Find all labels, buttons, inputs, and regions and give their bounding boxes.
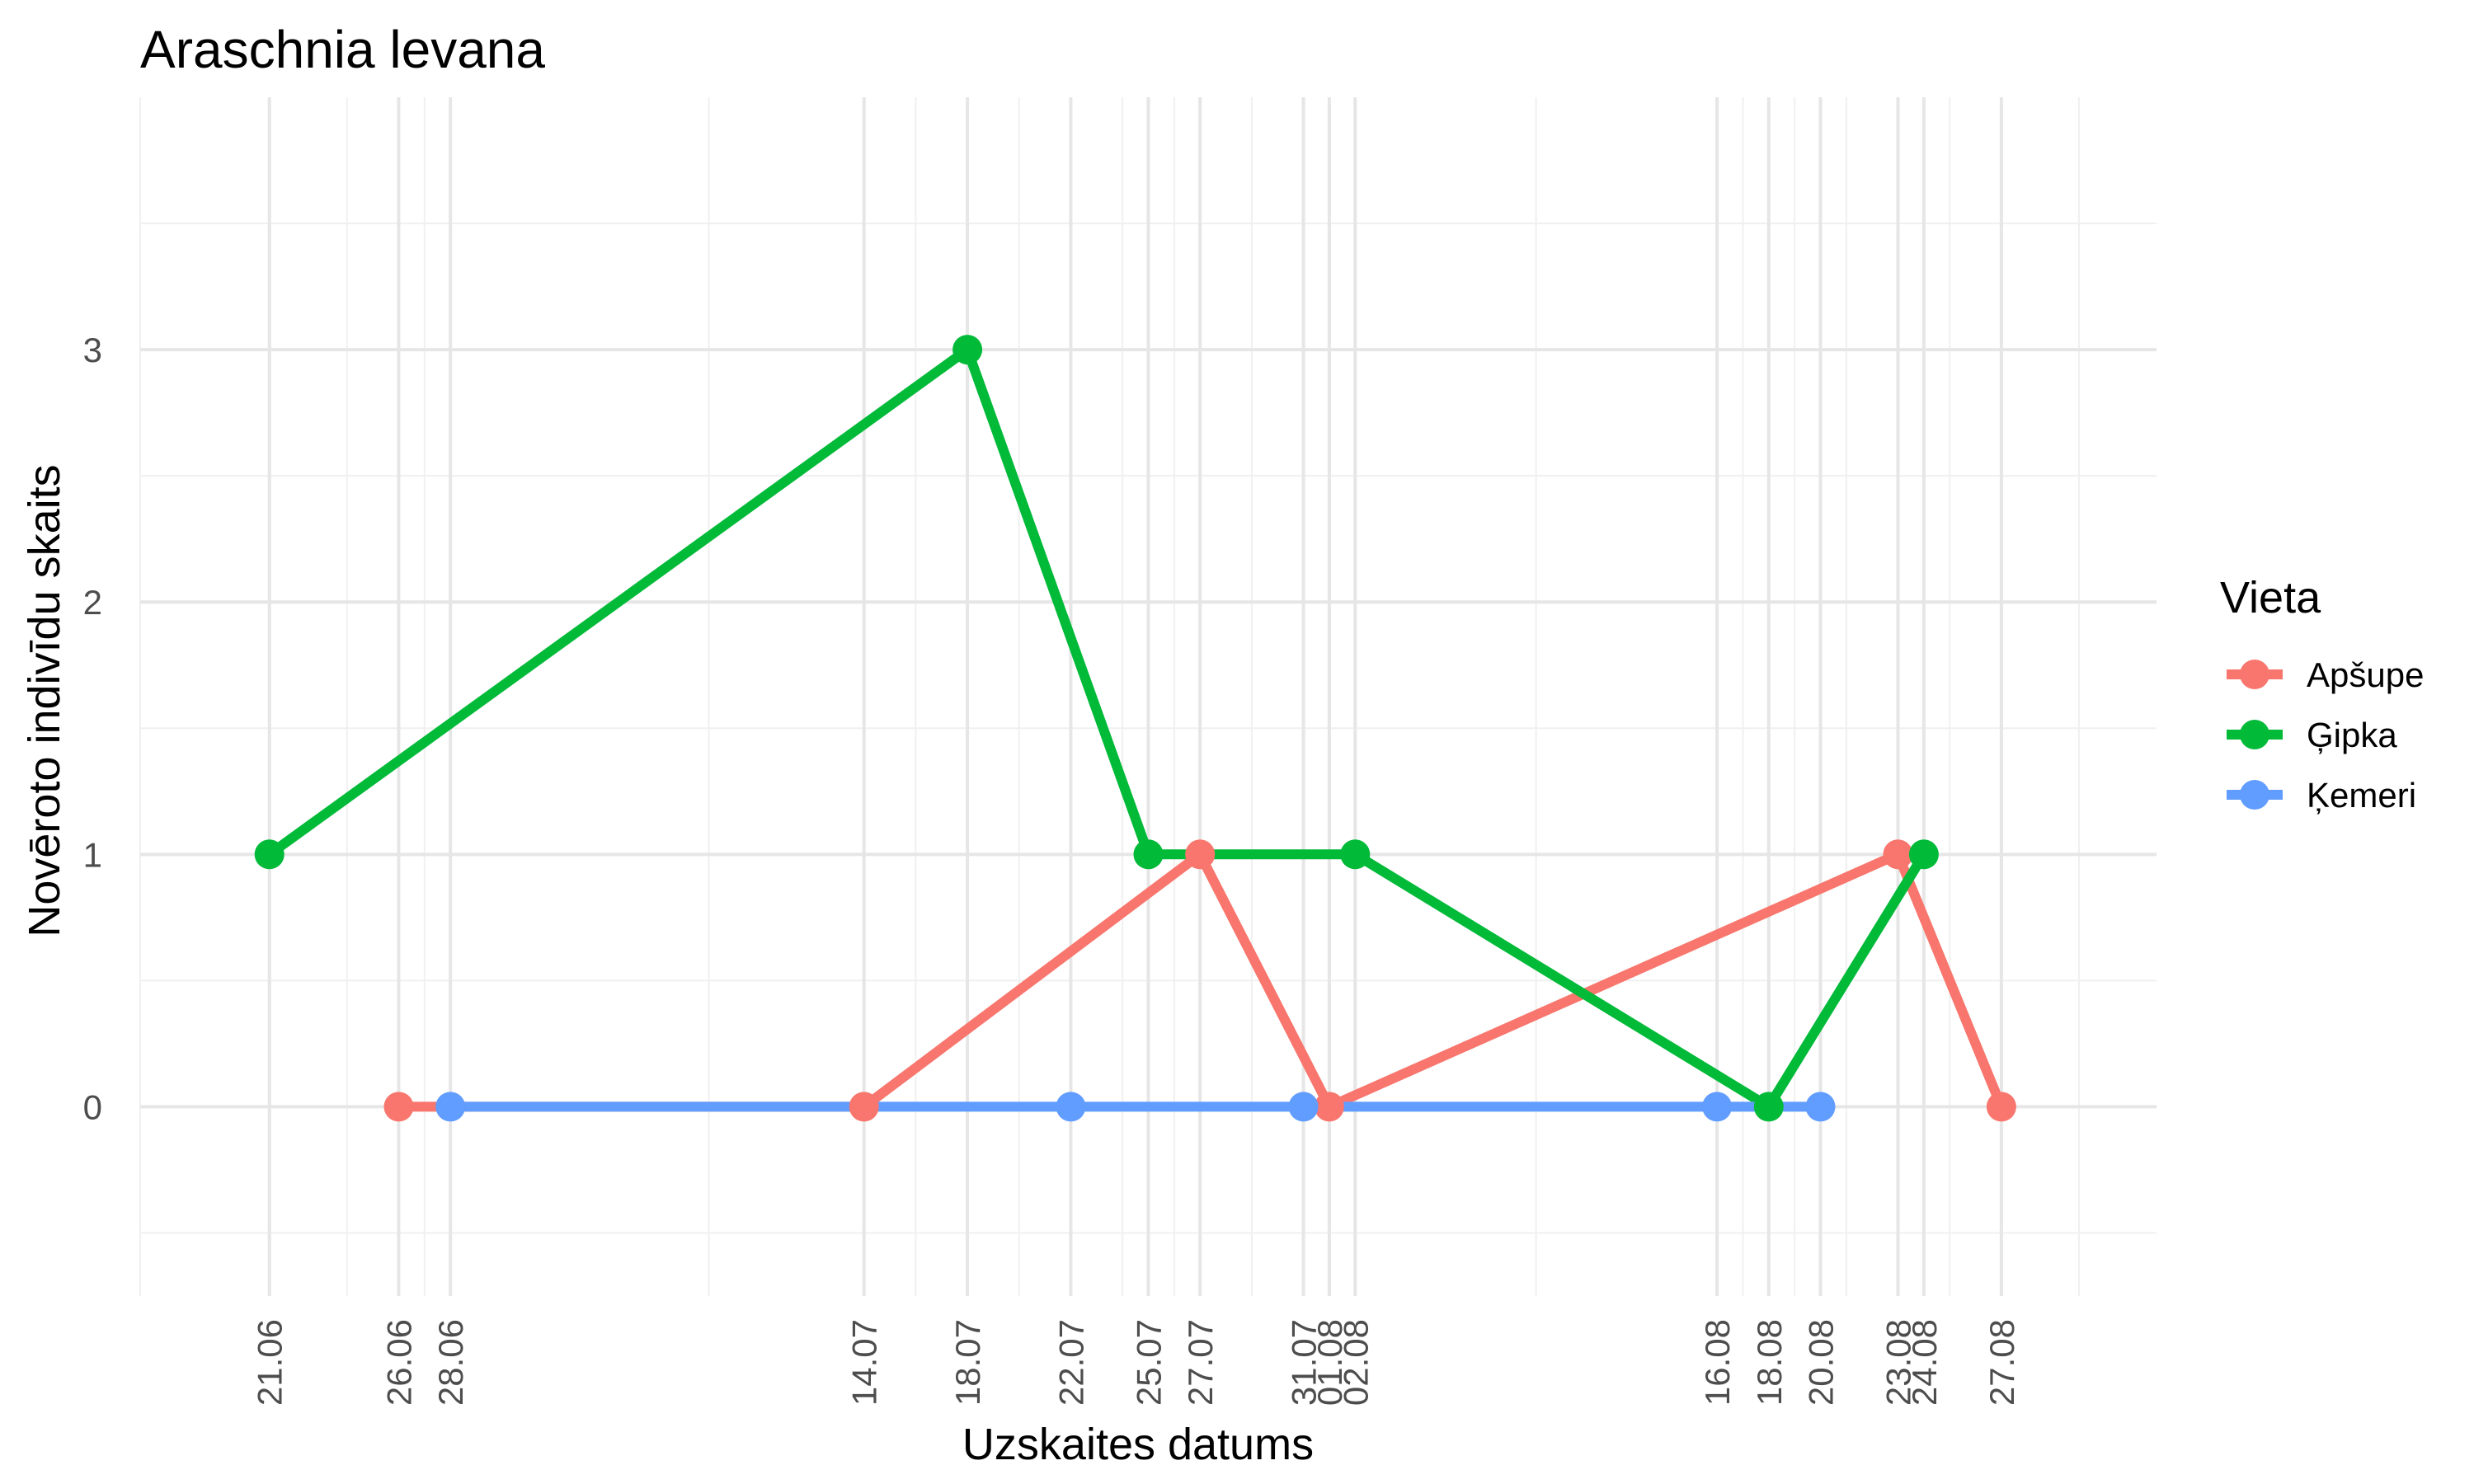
x-tick-label: 18.08 [1750, 1319, 1789, 1406]
y-tick-label: 1 [83, 835, 102, 874]
legend-label: Apšupe [2307, 655, 2424, 694]
x-tick-label: 31.07 [1285, 1319, 1324, 1406]
x-tick-label: 01.08 [1310, 1319, 1349, 1406]
x-tick-label: 26.06 [379, 1319, 418, 1406]
legend-item: Ķemeri [2227, 776, 2416, 815]
data-point [1986, 1092, 2016, 1122]
x-tick-label: 27.07 [1181, 1319, 1220, 1406]
data-point [435, 1092, 466, 1122]
y-axis-ticks: 0 1 2 3 [83, 331, 102, 1126]
data-point [1805, 1092, 1836, 1122]
y-tick-label: 3 [83, 331, 102, 369]
chart-title: Araschnia levana [140, 20, 545, 79]
data-point [1133, 839, 1164, 870]
x-tick-label: 21.06 [251, 1319, 289, 1406]
data-point [1908, 839, 1939, 870]
x-tick-label: 22.07 [1051, 1319, 1090, 1406]
data-point [1288, 1092, 1319, 1122]
x-tick-label: 27.08 [1982, 1319, 2021, 1406]
data-point [1185, 839, 1216, 870]
x-tick-label: 14.07 [845, 1319, 884, 1406]
x-tick-label: 18.07 [948, 1319, 987, 1406]
data-point [383, 1092, 414, 1122]
legend-items: Apšupe Ģipka Ķemeri [2227, 655, 2424, 815]
legend-title: Vieta [2220, 573, 2321, 622]
data-point [1753, 1092, 1784, 1122]
legend-label: Ģipka [2307, 716, 2397, 754]
x-tick-label: 28.06 [431, 1319, 470, 1406]
x-tick-label: 25.07 [1130, 1319, 1169, 1406]
y-axis-title: Novēroto indivīdu skaits [20, 464, 69, 937]
data-point [1702, 1092, 1733, 1122]
x-axis-ticks: 21.06 26.06 28.06 14.07 18.07 22.07 25.07 27.07… [251, 1319, 2021, 1406]
x-tick-label: 02.08 [1336, 1319, 1375, 1406]
legend-key-point [2240, 780, 2269, 810]
x-tick-label: 23.08 [1879, 1319, 1918, 1406]
x-tick-label: 16.08 [1698, 1319, 1737, 1406]
data-point [1056, 1092, 1086, 1122]
data-point [1314, 1092, 1344, 1122]
y-tick-label: 2 [83, 583, 102, 622]
x-axis-title: Uzskaites datums [962, 1420, 1314, 1469]
legend-item: Apšupe [2227, 655, 2424, 694]
data-point [952, 335, 983, 365]
legend-key-point [2240, 660, 2269, 689]
y-tick-label: 0 [83, 1087, 102, 1126]
data-points [254, 335, 2016, 1122]
data-point [1883, 839, 1913, 870]
legend-item: Ģipka [2227, 716, 2397, 754]
legend: Vieta Apšupe Ģipka Ķemeri [2220, 573, 2424, 815]
series-line [266, 345, 1929, 1112]
x-tick-label: 24.08 [1905, 1319, 1944, 1406]
data-point [849, 1092, 879, 1122]
legend-key-point [2240, 720, 2269, 749]
data-point [1340, 839, 1371, 870]
legend-label: Ķemeri [2307, 776, 2416, 815]
x-tick-label: 20.08 [1802, 1319, 1841, 1406]
data-point [254, 839, 285, 870]
